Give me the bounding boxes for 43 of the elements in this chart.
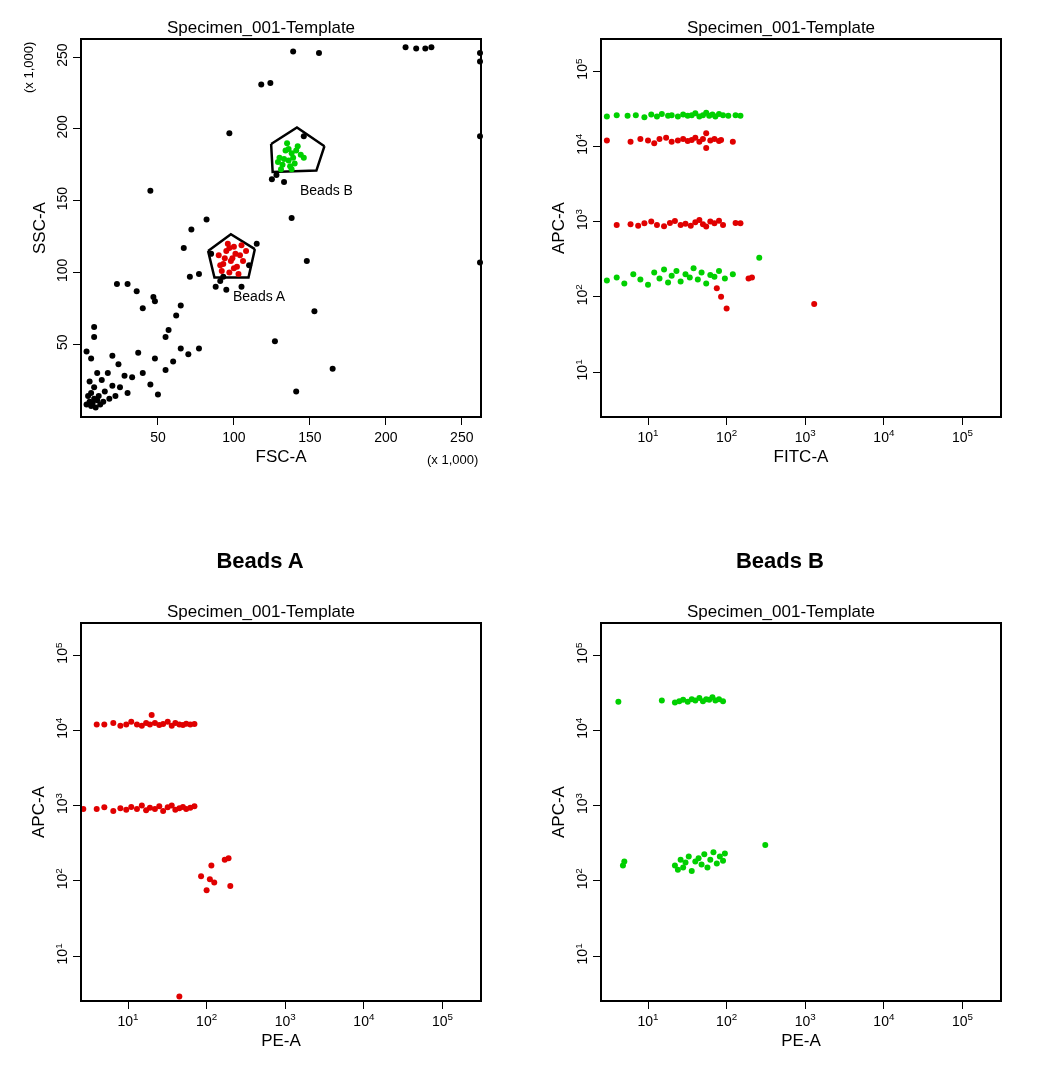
series-label: Beads B xyxy=(300,182,353,198)
chart-subtitle: Specimen_001-Template xyxy=(687,602,876,621)
x-tick-label: 10$^{1}$ xyxy=(637,1010,659,1029)
x-tick-label: 10$^{1}$ xyxy=(117,1010,139,1029)
y-axis-title: SSC-A xyxy=(30,201,50,254)
x-tick-label: 10$^{4}$ xyxy=(353,1010,375,1029)
chart-title: Beads A xyxy=(216,547,304,573)
x-axis-title: FSC-A xyxy=(255,446,308,466)
chart-subtitle: Specimen_001-Template xyxy=(167,602,356,621)
x-tick-label: 150 xyxy=(298,428,322,445)
text: (x 1,000) xyxy=(427,452,479,467)
x-tick-label: 10$^{4}$ xyxy=(873,1010,895,1029)
chart-title: Specimen_001-Template xyxy=(167,18,356,37)
y-tick-label: 250 xyxy=(54,43,71,67)
y-axis-title: APC-A xyxy=(28,785,48,838)
x-tick-label: 10$^{1}$ xyxy=(637,426,659,445)
x-tick-label: 10$^{5}$ xyxy=(431,1010,454,1029)
x-axis-title: FITC-A xyxy=(773,446,830,466)
chart-title: Specimen_001-Template xyxy=(687,18,876,37)
x-tick-label: 10$^{3}$ xyxy=(794,426,817,445)
y-tick-label: 200 xyxy=(54,114,71,139)
x-tick-label: 200 xyxy=(374,428,398,445)
x-tick-label: 250 xyxy=(450,428,474,445)
x-tick-label: 10$^{2}$ xyxy=(196,1010,218,1029)
chart-title: Beads B xyxy=(735,547,825,573)
x-axis-title: PE-A xyxy=(781,1030,822,1050)
y-tick-label: 100 xyxy=(54,258,71,283)
y-tick-label: 50 xyxy=(54,334,71,350)
x-axis-title: PE-A xyxy=(261,1030,302,1050)
y-tick-label: 150 xyxy=(54,186,71,211)
text: (x 1,000) xyxy=(21,41,36,93)
x-tick-label: 10$^{2}$ xyxy=(716,1010,738,1029)
x-tick-label: 10$^{5}$ xyxy=(951,426,974,445)
x-tick-label: 100 xyxy=(222,428,246,445)
y-axis-title: APC-A xyxy=(548,785,568,838)
x-tick-label: 10$^{2}$ xyxy=(716,426,738,445)
x-tick-label: 50 xyxy=(150,428,166,445)
x-tick-label: 10$^{5}$ xyxy=(951,1010,974,1029)
x-tick-label: 10$^{3}$ xyxy=(794,1010,817,1029)
x-tick-label: 10$^{4}$ xyxy=(873,426,895,445)
y-axis-title: APC-A xyxy=(548,201,568,254)
series-label: Beads A xyxy=(233,288,286,304)
x-tick-label: 10$^{3}$ xyxy=(274,1010,297,1029)
